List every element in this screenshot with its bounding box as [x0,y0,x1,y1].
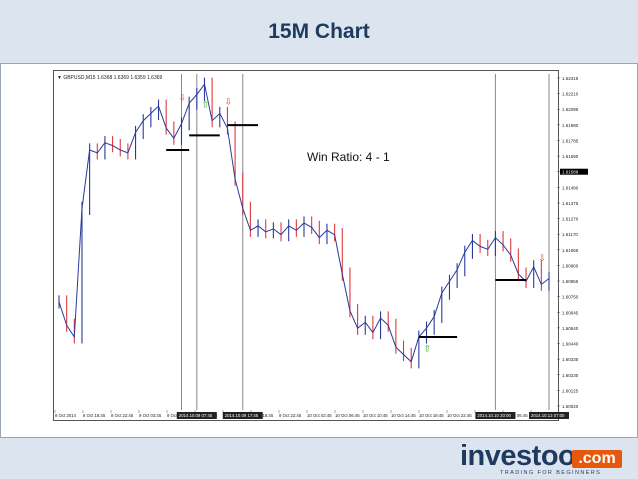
time-tick-label: 8 Oct 18:45 [83,413,106,418]
price-tick-label: 1.61980 [562,123,579,128]
time-highlight-box [176,412,217,419]
time-highlight-label: 2014.10.09 07:45 [179,413,213,418]
buy-signal-icon: ⇧ [424,344,432,354]
price-line [58,83,550,363]
time-tick-label: 9 Oct 22:45 [279,413,302,418]
footer-bar: investoo .com TRADING FOR BEGINNERS [0,437,638,479]
sell-signal-icon: ⇩ [179,92,187,102]
price-series [58,77,550,369]
trade-signals: ⇩ ⇧ ⇩ ⇧ ⇩ [179,92,546,353]
logo-com-badge: .com [572,450,622,468]
chart-background [53,70,589,432]
price-tick-label: 1.61690 [562,154,579,159]
price-tick-label: 1.60540 [562,326,579,331]
sell-signal-icon: ⇩ [224,97,232,107]
time-tick-label: 8 Oct 22:45 [111,413,134,418]
time-tick-label: 8 Oct 2014 [55,413,77,418]
price-tick-label: 1.61270 [562,217,579,222]
time-tick-label: 10 Oct 18:45 [419,413,444,418]
time-tick-label: 10 Oct 10:45 [363,413,388,418]
time-highlight-label: 2014.10.09 17:45 [225,413,259,418]
price-tick-label: 1.60125 [562,388,579,393]
price-tick-label: 1.61375 [562,201,579,206]
price-chart[interactable]: ⇩ ⇧ ⇩ ⇧ ⇩ 1.62315 1.62210 1.62095 1.61980 1.6178… [53,70,589,432]
investoo-logo: investoo .com TRADING FOR BEGINNERS [460,440,622,478]
price-tick-label: 1.60645 [562,310,579,315]
price-tick-label: 1.61065 [562,248,579,253]
price-tick-label: 1.60855 [562,279,579,284]
time-tick-label: 10 Oct 02:45 [307,413,332,418]
price-tick-label: 1.61480 [562,185,579,190]
price-tick-label: 1.60335 [562,357,579,362]
price-tick-label: 1.62210 [562,92,579,97]
time-tick-label: 13 Oct 06:45 [503,413,528,418]
current-price-box [560,168,588,175]
price-tick-label: 1.60960 [562,263,579,268]
time-highlight-label: 2014.10.13 07:00 [531,413,565,418]
time-tick-label: 9 Oct 03:45 [139,413,162,418]
win-ratio-annotation: Win Ratio: 4 - 1 [307,150,390,164]
time-highlight-box [529,412,569,419]
time-tick-label: 10 Oct 22:45 [447,413,472,418]
time-highlight-label: 2014.10.10 20:00 [477,413,511,418]
sell-signal-icon: ⇩ [538,253,546,263]
chart-svg: ⇩ ⇧ ⇩ ⇧ ⇩ 1.62315 1.62210 1.62095 1.61980 1.6178… [53,70,589,432]
slide-header: 15M Chart [0,0,638,64]
buy-signal-icon: ⇧ [201,100,209,110]
price-tick-label: 1.60230 [562,373,579,378]
current-price-label: 1.61589 [562,170,579,175]
logo-wordmark: investoo [460,440,576,472]
time-tick-label: 10 Oct 06:45 [335,413,360,418]
plot-border [53,70,559,421]
price-tick-label: 1.60020 [562,404,579,409]
price-tick-label: 1.61785 [562,138,579,143]
slide-title: 15M Chart [268,20,370,43]
price-tick-label: 1.61170 [562,232,578,237]
price-tick-label: 1.60750 [562,295,579,300]
entry-levels [166,124,527,338]
price-tick-label: 1.62315 [562,76,579,81]
price-tick-label: 1.60440 [562,342,579,347]
logo-tagline: TRADING FOR BEGINNERS [500,470,602,476]
time-highlight-box [475,412,516,419]
time-tick-label: 10 Oct 14:45 [391,413,416,418]
price-tick-label: 1.62095 [562,107,579,112]
time-axis: 8 Oct 2014 8 Oct 18:45 8 Oct 22:45 9 Oct 03… [54,410,569,419]
chart-header: ▼ GBPUSD,M15 1.6368 1.6369 1.6359 1.6369 [57,75,163,81]
price-axis: 1.62315 1.62210 1.62095 1.61980 1.61785 1.616… [557,76,588,409]
time-highlight-box [222,412,263,419]
